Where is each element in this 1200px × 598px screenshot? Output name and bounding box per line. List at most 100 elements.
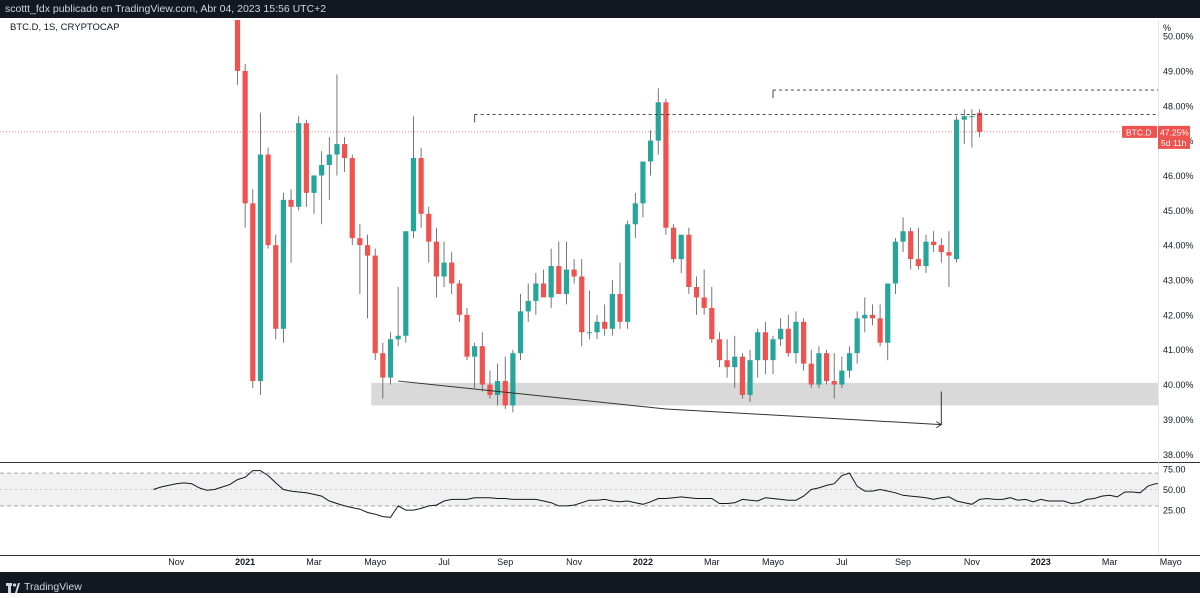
candle[interactable]: [701, 269, 707, 315]
candle[interactable]: [632, 192, 638, 239]
candle[interactable]: [303, 119, 309, 207]
candle[interactable]: [946, 231, 952, 287]
candle[interactable]: [732, 335, 738, 389]
candle[interactable]: [265, 147, 271, 249]
candle[interactable]: [724, 339, 730, 378]
candle[interactable]: [625, 220, 631, 329]
candle[interactable]: [739, 353, 745, 399]
candle[interactable]: [854, 311, 860, 364]
candle[interactable]: [839, 356, 845, 389]
candle[interactable]: [540, 269, 547, 298]
candle[interactable]: [793, 311, 799, 364]
candle[interactable]: [648, 130, 654, 176]
candle[interactable]: [517, 293, 524, 361]
candle[interactable]: [334, 74, 340, 176]
candle[interactable]: [961, 109, 967, 145]
candle[interactable]: [326, 137, 332, 200]
candle[interactable]: [885, 283, 891, 361]
candle[interactable]: [387, 332, 394, 385]
candle[interactable]: [395, 286, 401, 347]
candle[interactable]: [686, 227, 692, 294]
candle[interactable]: [234, 18, 241, 85]
candle[interactable]: [954, 116, 960, 263]
candle[interactable]: [372, 248, 378, 361]
candle[interactable]: [449, 252, 455, 294]
candle[interactable]: [678, 234, 684, 274]
price-pane[interactable]: [0, 18, 1200, 429]
candle[interactable]: [892, 238, 898, 294]
candle[interactable]: [785, 314, 791, 357]
rsi-pane[interactable]: [0, 468, 1200, 518]
candle[interactable]: [525, 283, 531, 322]
candle[interactable]: [801, 318, 807, 371]
candle[interactable]: [831, 353, 837, 399]
candle[interactable]: [548, 248, 554, 308]
tradingview-logo[interactable]: TradingView: [6, 577, 82, 598]
btc-dominance-chart[interactable]: 50.00%49.00%48.00%47.00%46.00%45.00%44.0…: [0, 18, 1200, 572]
candle[interactable]: [296, 116, 302, 211]
projection-line[interactable]: [665, 408, 942, 426]
candle[interactable]: [403, 231, 409, 343]
candle[interactable]: [846, 346, 853, 378]
candle[interactable]: [510, 349, 516, 413]
candle[interactable]: [342, 137, 348, 172]
candle[interactable]: [915, 227, 921, 270]
candle[interactable]: [288, 189, 294, 263]
candle[interactable]: [770, 335, 776, 375]
candle[interactable]: [869, 304, 876, 326]
candle[interactable]: [472, 342, 478, 389]
candle[interactable]: [311, 175, 317, 214]
candle[interactable]: [709, 286, 715, 343]
candle[interactable]: [464, 307, 470, 361]
candle[interactable]: [257, 112, 264, 396]
candle[interactable]: [976, 109, 983, 138]
candle[interactable]: [556, 241, 562, 294]
candle[interactable]: [663, 98, 669, 235]
candle[interactable]: [900, 217, 906, 253]
candle[interactable]: [931, 231, 937, 253]
candle[interactable]: [755, 328, 761, 378]
candle[interactable]: [456, 280, 462, 322]
candle[interactable]: [563, 241, 570, 305]
candle[interactable]: [349, 154, 355, 246]
rsi-line[interactable]: [153, 468, 1200, 518]
candle[interactable]: [319, 151, 325, 225]
candle[interactable]: [716, 332, 723, 368]
candle[interactable]: [380, 342, 386, 399]
candle[interactable]: [670, 224, 677, 263]
candle[interactable]: [250, 189, 256, 389]
candle[interactable]: [816, 346, 822, 389]
candle[interactable]: [495, 363, 501, 406]
candle[interactable]: [693, 276, 700, 315]
candle[interactable]: [969, 109, 975, 148]
candle[interactable]: [418, 147, 424, 228]
candle[interactable]: [426, 206, 432, 263]
candle[interactable]: [823, 349, 830, 385]
candle[interactable]: [502, 356, 508, 409]
candle[interactable]: [808, 349, 814, 389]
candle[interactable]: [571, 259, 577, 284]
candle[interactable]: [280, 192, 286, 343]
candle[interactable]: [640, 161, 646, 218]
candle[interactable]: [533, 273, 539, 315]
candle[interactable]: [441, 241, 447, 287]
candle[interactable]: [242, 63, 248, 228]
candle[interactable]: [862, 297, 868, 333]
candle[interactable]: [747, 349, 753, 402]
candle[interactable]: [586, 290, 592, 340]
candle[interactable]: [273, 234, 279, 340]
candle[interactable]: [609, 280, 615, 336]
candle[interactable]: [594, 314, 600, 340]
candle[interactable]: [655, 88, 661, 155]
candle[interactable]: [938, 238, 944, 263]
candle[interactable]: [923, 234, 929, 274]
candle[interactable]: [357, 224, 363, 294]
candle[interactable]: [487, 370, 493, 399]
candle[interactable]: [579, 259, 585, 347]
candle[interactable]: [908, 227, 914, 270]
candle[interactable]: [617, 262, 623, 329]
candle[interactable]: [364, 234, 371, 319]
candle[interactable]: [479, 332, 485, 392]
candle[interactable]: [877, 304, 883, 347]
candle[interactable]: [433, 227, 439, 298]
